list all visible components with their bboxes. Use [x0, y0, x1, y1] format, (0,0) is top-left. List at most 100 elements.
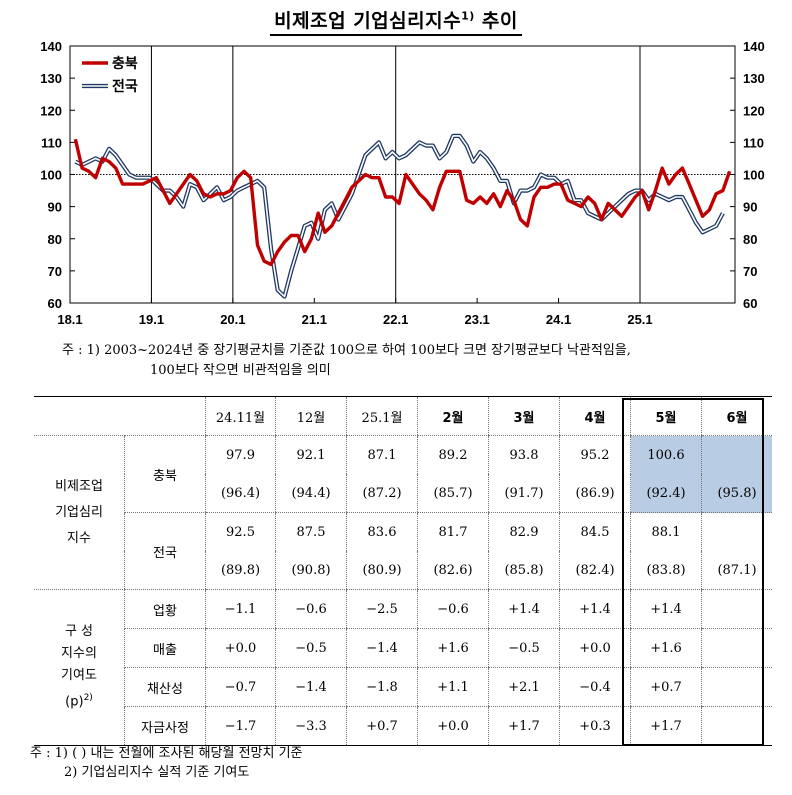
x-tick-label: 18.1	[57, 312, 82, 327]
contribution-value: +1.7	[630, 706, 702, 746]
table-row: (96.4) (94.4) (87.2) (85.7) (91.7) (86.9) (92.…	[34, 474, 772, 513]
contribution-value: +1.4	[488, 589, 560, 629]
contribution-value: −3.3	[275, 706, 347, 746]
line-chart: 60 60 70 70 80 80 90 90 100 100 110 110 120 120 130 130…	[40, 39, 765, 327]
forecast-value: (96.4)	[205, 474, 276, 513]
y-tick-label-left: 100	[40, 168, 62, 183]
header-month: 5월	[630, 396, 702, 436]
forecast-value: (86.9)	[559, 474, 631, 513]
header-month: 6월	[701, 396, 772, 436]
bsi-table: 24.11월 12월 25.1월 2월 3월 4월 5월 6월 비제조업 기업심리 지수 충북 97.9…	[34, 396, 772, 746]
header-month: 2월	[417, 396, 489, 436]
contribution-value	[701, 667, 772, 707]
contribution-value: −0.6	[417, 589, 489, 629]
forecast-value: (85.8)	[488, 551, 560, 590]
y-tick-label-right: 60	[743, 296, 757, 311]
actual-value: 87.5	[275, 512, 347, 551]
contribution-value: +1.6	[417, 628, 489, 668]
group-label-contribution: 구 성 지수의 기여도 (p)2)	[61, 624, 97, 710]
actual-value: 92.1	[275, 435, 347, 474]
chart-title-footnote-mark: 1)	[461, 9, 475, 23]
y-tick-label-right: 140	[743, 39, 765, 54]
y-tick-label-right: 110	[743, 135, 764, 150]
actual-value: 88.1	[630, 512, 702, 551]
contribution-value: −1.4	[346, 628, 418, 668]
forecast-value: (87.2)	[346, 474, 418, 513]
contribution-value: +0.0	[205, 628, 276, 668]
table-header-row: 24.11월 12월 25.1월 2월 3월 4월 5월 6월	[34, 396, 772, 436]
contribution-value: −0.4	[559, 667, 631, 707]
contribution-value: +1.4	[559, 589, 631, 629]
contribution-value	[701, 589, 772, 629]
y-tick-label-left: 110	[41, 135, 62, 150]
contribution-value	[701, 628, 772, 668]
y-tick-label-left: 60	[48, 296, 62, 311]
forecast-value: (92.4)	[630, 474, 702, 513]
component-label: 자금사정	[124, 706, 206, 746]
contribution-value: +0.0	[417, 706, 489, 746]
header-blank	[34, 396, 206, 436]
chart-footnote: 주 : 1) 2003~2024년 중 장기평균치를 기준값 100으로 하여 …	[62, 341, 782, 381]
actual-value: 92.5	[205, 512, 276, 551]
contribution-value: +1.4	[630, 589, 702, 629]
table-footnote-line1: 주 : 1) ( ) 내는 전월에 조사된 해당월 전망치 기준	[30, 746, 303, 761]
legend-label-chungbuk: 충북	[112, 56, 138, 72]
contribution-value: +0.0	[559, 628, 631, 668]
component-label: 채산성	[124, 667, 206, 707]
table-row: 비제조업 기업심리 지수 충북 97.9 92.1 87.1 89.2 93.8 95.2 100.…	[34, 435, 772, 590]
forecast-value: (94.4)	[275, 474, 347, 513]
chart-footnote-line2: 100보다 작으면 비관적임을 의미	[150, 363, 331, 378]
header-month: 25.1월	[346, 396, 418, 436]
series-line-national-inner	[75, 135, 724, 298]
contribution-value: +1.7	[488, 706, 560, 746]
chart-title: 비제조업 기업심리지수1) 추이	[270, 6, 522, 36]
y-tick-label-left: 140	[40, 39, 62, 54]
actual-value	[701, 512, 772, 551]
forecast-value: (89.8)	[205, 551, 276, 590]
component-label: 업황	[124, 589, 206, 629]
series-line-national-outer	[74, 133, 725, 299]
contribution-value: +0.7	[346, 706, 418, 746]
forecast-value: (90.8)	[275, 551, 347, 590]
table-row: 채산성 −0.7 −1.4 −1.8 +1.1 +2.1 −0.4 +0.7	[34, 667, 772, 707]
bsi-table-wrap: 24.11월 12월 25.1월 2월 3월 4월 5월 6월 비제조업 기업심리 지수 충북 97.9…	[34, 396, 772, 746]
contribution-value: −1.7	[205, 706, 276, 746]
contribution-value: −1.4	[275, 667, 347, 707]
y-tick-label-left: 80	[48, 232, 62, 247]
chart-title-suffix: 추이	[474, 10, 518, 32]
series-line-chungbuk	[73, 138, 732, 267]
contribution-value: +0.7	[630, 667, 702, 707]
chart-title-text: 비제조업 기업심리지수	[274, 10, 462, 32]
table-row: 자금사정 −1.7 −3.3 +0.7 +0.0 +1.7 +0.3 +1.7	[34, 706, 772, 746]
forecast-value: (91.7)	[488, 474, 560, 513]
x-tick-label: 20.1	[220, 312, 245, 327]
forecast-value: (85.7)	[417, 474, 489, 513]
forecast-value: (87.1)	[701, 551, 772, 590]
x-tick-label: 24.1	[546, 312, 571, 327]
group-label-bsi: 비제조업 기업심리 지수	[34, 435, 125, 590]
header-month: 12월	[275, 396, 347, 436]
contribution-value: −1.8	[346, 667, 418, 707]
actual-value: 84.5	[559, 512, 631, 551]
actual-value: 93.8	[488, 435, 560, 474]
component-label: 매출	[124, 628, 206, 668]
x-tick-label: 23.1	[464, 312, 489, 327]
table-row: (89.8) (90.8) (80.9) (82.6) (85.8) (82.4) (83.…	[34, 551, 772, 590]
x-tick-label: 25.1	[627, 312, 652, 327]
contribution-value: +1.6	[630, 628, 702, 668]
x-tick-label: 22.1	[383, 312, 408, 327]
forecast-value: (95.8)	[701, 474, 772, 513]
header-month: 24.11월	[205, 396, 276, 436]
actual-value: 97.9	[205, 435, 276, 474]
contribution-value: −0.7	[205, 667, 276, 707]
table-footnote-line2: 2) 기업심리지수 실적 기준 기여도	[64, 765, 250, 780]
y-tick-label-left: 120	[40, 103, 62, 118]
contribution-value: −2.5	[346, 589, 418, 629]
actual-value: 89.2	[417, 435, 489, 474]
table-footnote: 주 : 1) ( ) 내는 전월에 조사된 해당월 전망치 기준 2) 기업심리…	[30, 744, 303, 782]
y-tick-label-right: 130	[743, 71, 765, 86]
actual-value	[701, 435, 772, 474]
actual-value: 87.1	[346, 435, 418, 474]
forecast-value: (83.8)	[630, 551, 702, 590]
region-label: 충북	[124, 435, 206, 513]
